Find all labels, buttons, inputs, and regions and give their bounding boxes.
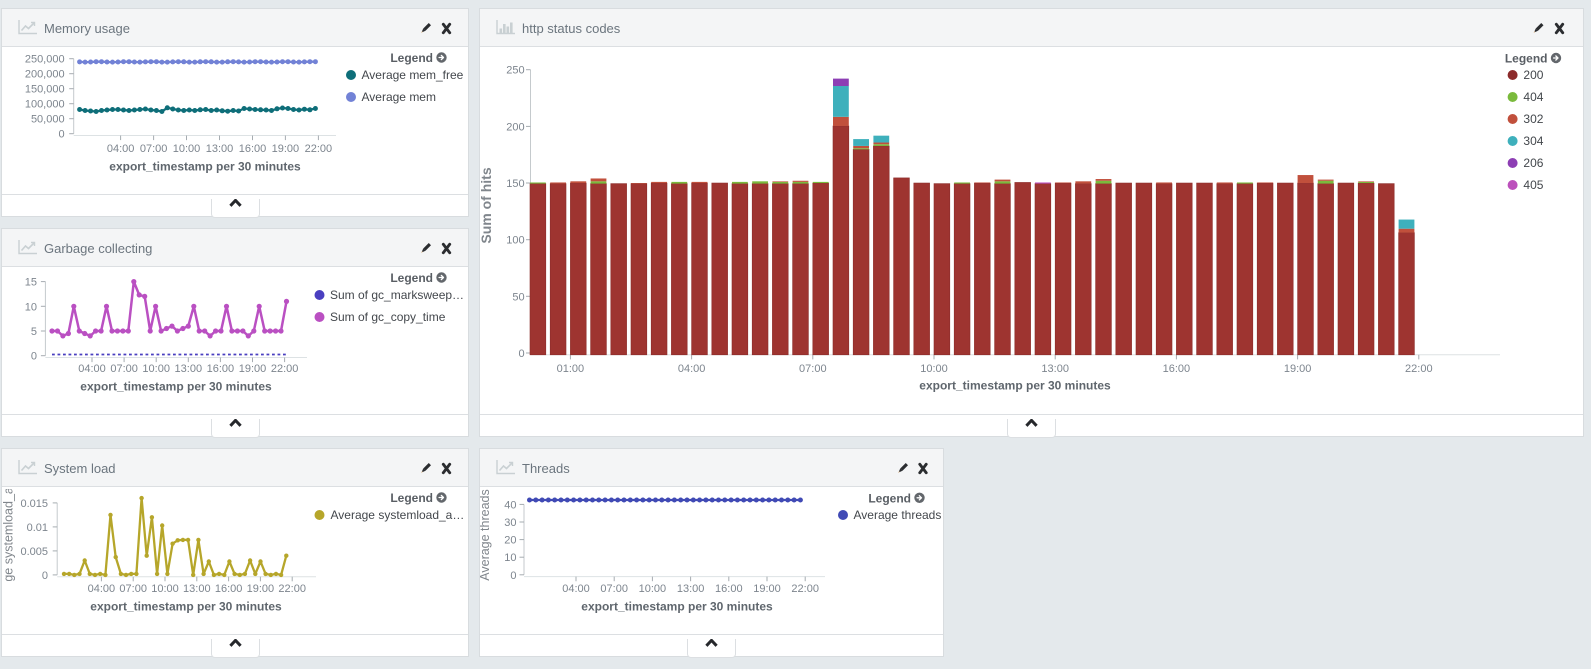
svg-text:10:00: 10:00 <box>639 583 667 595</box>
svg-text:16:00: 16:00 <box>239 143 267 155</box>
svg-text:0: 0 <box>31 351 37 363</box>
svg-text:07:00: 07:00 <box>140 143 168 155</box>
svg-text:200: 200 <box>506 121 524 133</box>
svg-text:Average mem: Average mem <box>362 90 436 104</box>
svg-text:0.01: 0.01 <box>27 522 48 534</box>
svg-text:10: 10 <box>504 552 516 564</box>
svg-text:13:00: 13:00 <box>677 583 705 595</box>
svg-text:Legend: Legend <box>868 491 911 505</box>
svg-text:22:00: 22:00 <box>305 143 333 155</box>
svg-text:13:00: 13:00 <box>175 363 203 375</box>
svg-text:100: 100 <box>506 235 524 247</box>
svg-text:100,000: 100,000 <box>25 99 65 111</box>
svg-text:Average threads: Average threads <box>854 508 942 522</box>
svg-text:250: 250 <box>506 65 524 77</box>
svg-text:10:00: 10:00 <box>151 583 179 595</box>
svg-text:01:00: 01:00 <box>557 363 585 375</box>
svg-text:export_timestamp per 30 minute: export_timestamp per 30 minutes <box>90 600 282 614</box>
svg-text:13:00: 13:00 <box>206 143 234 155</box>
svg-text:206: 206 <box>1523 156 1543 170</box>
svg-text:15: 15 <box>25 277 37 289</box>
svg-text:export_timestamp per 30 minute: export_timestamp per 30 minutes <box>581 600 773 614</box>
svg-text:22:00: 22:00 <box>791 583 819 595</box>
svg-text:150,000: 150,000 <box>25 84 65 96</box>
svg-text:404: 404 <box>1523 90 1543 104</box>
svg-text:405: 405 <box>1523 178 1543 192</box>
svg-text:0: 0 <box>58 129 64 141</box>
svg-text:16:00: 16:00 <box>207 363 235 375</box>
svg-text:04:00: 04:00 <box>562 583 590 595</box>
svg-text:20: 20 <box>504 535 516 547</box>
svg-text:10:00: 10:00 <box>920 363 948 375</box>
svg-text:200: 200 <box>1523 68 1543 82</box>
svg-text:07:00: 07:00 <box>110 363 138 375</box>
svg-text:22:00: 22:00 <box>278 583 306 595</box>
svg-text:Sum of gc_marksweep…: Sum of gc_marksweep… <box>330 288 464 302</box>
svg-text:10:00: 10:00 <box>142 363 170 375</box>
svg-text:250,000: 250,000 <box>25 54 65 66</box>
svg-text:40: 40 <box>504 499 516 511</box>
svg-text:04:00: 04:00 <box>88 583 116 595</box>
svg-text:Average systemload_average: Average systemload_average <box>2 487 16 614</box>
svg-text:Average threads: Average threads <box>480 489 492 581</box>
svg-text:19:00: 19:00 <box>247 583 275 595</box>
svg-text:export_timestamp per 30 minute: export_timestamp per 30 minutes <box>80 380 272 394</box>
svg-text:07:00: 07:00 <box>799 363 827 375</box>
svg-text:Sum of gc_copy_time: Sum of gc_copy_time <box>330 310 446 324</box>
svg-text:Legend: Legend <box>390 491 433 505</box>
svg-text:0.015: 0.015 <box>20 498 48 510</box>
svg-text:Average systemload_a…: Average systemload_a… <box>331 508 465 522</box>
svg-text:Legend: Legend <box>390 271 433 285</box>
svg-text:200,000: 200,000 <box>25 69 65 81</box>
svg-text:0.005: 0.005 <box>20 546 48 558</box>
svg-text:04:00: 04:00 <box>678 363 706 375</box>
svg-text:04:00: 04:00 <box>107 143 135 155</box>
svg-text:Sum of hits: Sum of hits <box>480 167 494 243</box>
svg-text:304: 304 <box>1523 134 1543 148</box>
svg-text:22:00: 22:00 <box>1405 363 1433 375</box>
svg-text:0: 0 <box>42 570 48 582</box>
svg-text:150: 150 <box>506 178 524 190</box>
svg-text:13:00: 13:00 <box>183 583 211 595</box>
svg-text:19:00: 19:00 <box>272 143 300 155</box>
svg-text:30: 30 <box>504 517 516 529</box>
svg-text:export_timestamp per 30 minute: export_timestamp per 30 minutes <box>109 160 301 174</box>
svg-text:10:00: 10:00 <box>173 143 201 155</box>
svg-text:19:00: 19:00 <box>753 583 781 595</box>
svg-text:19:00: 19:00 <box>1284 363 1312 375</box>
svg-text:Legend: Legend <box>1505 52 1548 66</box>
svg-text:22:00: 22:00 <box>271 363 299 375</box>
svg-text:0: 0 <box>518 348 524 360</box>
svg-text:Average mem_free: Average mem_free <box>362 68 464 82</box>
svg-text:19:00: 19:00 <box>239 363 267 375</box>
svg-text:13:00: 13:00 <box>1041 363 1069 375</box>
svg-text:302: 302 <box>1523 112 1543 126</box>
svg-text:5: 5 <box>31 326 37 338</box>
svg-text:0: 0 <box>510 570 516 582</box>
svg-text:16:00: 16:00 <box>1163 363 1191 375</box>
svg-text:07:00: 07:00 <box>600 583 628 595</box>
svg-text:10: 10 <box>25 301 37 313</box>
svg-text:16:00: 16:00 <box>215 583 243 595</box>
svg-text:04:00: 04:00 <box>78 363 106 375</box>
svg-text:07:00: 07:00 <box>119 583 147 595</box>
svg-text:16:00: 16:00 <box>715 583 743 595</box>
svg-text:50,000: 50,000 <box>31 114 65 126</box>
svg-text:50: 50 <box>512 291 524 303</box>
svg-text:export_timestamp per 30 minute: export_timestamp per 30 minutes <box>919 379 1111 393</box>
svg-text:Legend: Legend <box>390 51 433 65</box>
